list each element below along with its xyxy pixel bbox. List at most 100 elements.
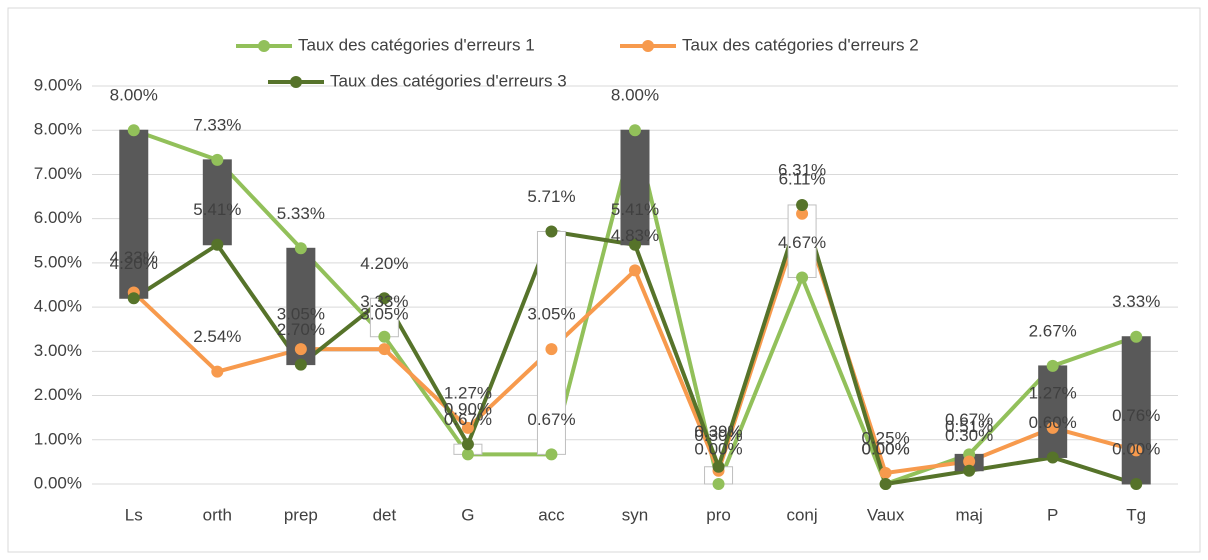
point <box>1130 330 1143 343</box>
x-tick-label: acc <box>538 505 565 524</box>
point <box>294 358 307 371</box>
data-label: 3.33% <box>1112 292 1160 311</box>
point <box>1046 451 1059 464</box>
y-tick-label: 6.00% <box>34 208 82 227</box>
data-label: 0.00% <box>1112 439 1160 458</box>
point <box>963 455 976 468</box>
data-label: 0.51% <box>945 417 993 436</box>
data-label: 2.70% <box>277 320 325 339</box>
data-label: 0.30% <box>694 426 742 445</box>
data-label: 0.00% <box>862 439 910 458</box>
data-label: 5.41% <box>611 200 659 219</box>
data-label: 5.33% <box>277 204 325 223</box>
point <box>461 448 474 461</box>
x-tick-label: maj <box>955 505 982 524</box>
point <box>294 242 307 255</box>
y-tick-label: 5.00% <box>34 252 82 271</box>
data-label: 0.39% <box>694 422 742 441</box>
data-label: 5.71% <box>527 187 575 206</box>
point <box>378 292 391 305</box>
point <box>879 466 892 479</box>
data-label: 0.60% <box>1029 413 1077 432</box>
legend-label: Taux des catégories d'erreurs 3 <box>330 71 567 90</box>
up-down-bar <box>202 159 232 246</box>
point <box>1130 478 1143 490</box>
up-down-bar <box>1038 365 1068 458</box>
point <box>211 365 224 378</box>
y-tick-label: 1.00% <box>34 429 82 448</box>
up-down-bar <box>620 129 650 246</box>
x-tick-label: prep <box>284 505 318 524</box>
data-label: 0.00% <box>694 439 742 458</box>
legend-marker <box>258 40 270 52</box>
chart-frame <box>7 7 1201 553</box>
point <box>461 438 474 451</box>
up-down-bar <box>119 129 149 299</box>
point <box>545 225 558 238</box>
legend-label: Taux des catégories d'erreurs 2 <box>682 35 919 54</box>
data-label: 3.05% <box>360 305 408 324</box>
point <box>1130 444 1143 457</box>
point <box>127 292 140 305</box>
point <box>1046 359 1059 372</box>
x-tick-label: G <box>461 505 474 524</box>
data-label: 0.90% <box>444 400 492 419</box>
point <box>545 343 558 356</box>
x-tick-label: Ls <box>125 505 143 524</box>
point <box>1046 421 1059 434</box>
data-label: 0.00% <box>862 439 910 458</box>
data-label: 4.83% <box>611 226 659 245</box>
data-label: 8.00% <box>110 86 158 105</box>
x-tick-label: conj <box>786 505 817 524</box>
data-label: 6.11% <box>779 169 826 188</box>
data-label: 1.27% <box>444 383 492 402</box>
data-label: 3.05% <box>277 305 325 324</box>
data-label: 5.41% <box>193 200 241 219</box>
data-label: 4.33% <box>110 248 158 267</box>
data-label: 0.67% <box>527 410 575 429</box>
x-tick-label: Vaux <box>867 505 905 524</box>
point <box>378 330 391 343</box>
data-label: 4.20% <box>360 254 408 273</box>
point <box>796 207 809 220</box>
point <box>294 343 307 356</box>
data-label: 0.76% <box>1112 406 1160 425</box>
point <box>963 464 976 477</box>
x-tick-label: syn <box>622 505 648 524</box>
y-tick-label: 8.00% <box>34 120 82 139</box>
legend-marker <box>642 40 654 52</box>
point <box>461 421 474 434</box>
data-label: 3.05% <box>527 305 575 324</box>
y-tick-label: 7.00% <box>34 164 82 183</box>
y-tick-label: 3.00% <box>34 341 82 360</box>
x-tick-label: P <box>1047 505 1058 524</box>
point <box>127 124 140 137</box>
data-label: 2.54% <box>193 327 241 346</box>
data-label: 1.27% <box>1029 383 1077 402</box>
point <box>378 343 391 356</box>
data-label: 3.33% <box>360 292 408 311</box>
point <box>712 460 725 473</box>
up-down-bar <box>369 297 399 338</box>
y-tick-label: 4.00% <box>34 297 82 316</box>
up-down-bar <box>536 230 566 455</box>
y-tick-label: 9.00% <box>34 75 82 94</box>
data-label: 0.67% <box>945 410 993 429</box>
data-label: 0.25% <box>862 428 910 447</box>
x-tick-label: pro <box>706 505 731 524</box>
data-label: 8.00% <box>611 86 659 105</box>
data-label: 0.30% <box>945 426 993 445</box>
x-tick-label: det <box>373 505 397 524</box>
point <box>796 271 809 284</box>
point <box>796 198 809 211</box>
point <box>629 238 641 251</box>
point <box>211 153 224 166</box>
data-label: 4.20% <box>110 254 158 273</box>
x-tick-label: Tg <box>1126 505 1146 524</box>
point <box>712 478 725 490</box>
point <box>211 238 224 251</box>
y-tick-label: 2.00% <box>34 385 82 404</box>
data-label: 7.33% <box>193 115 241 134</box>
point <box>629 124 641 137</box>
